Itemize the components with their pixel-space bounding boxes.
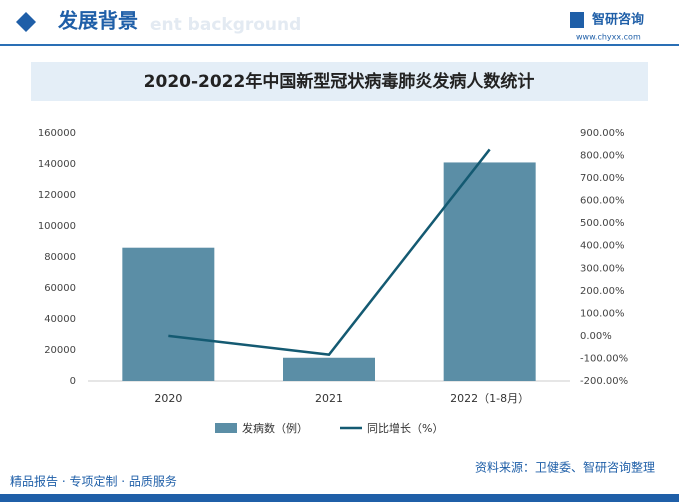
x-tick-label: 2022（1-8月） <box>450 392 529 405</box>
y2-tick-label: -100.00% <box>580 353 628 364</box>
y-tick-label: 60000 <box>44 283 76 294</box>
y-tick-label: 100000 <box>38 221 76 232</box>
y-tick-label: 80000 <box>44 252 76 263</box>
x-tick-label: 2020 <box>154 392 182 405</box>
bar <box>283 357 375 381</box>
header-subtitle: ent background <box>150 15 301 35</box>
y2-tick-label: 100.00% <box>580 308 625 319</box>
slogan: 精品报告 · 专项定制 · 品质服务 <box>10 474 177 489</box>
header-title: 发展背景 <box>57 9 138 33</box>
y2-tick-label: 500.00% <box>580 218 625 229</box>
y2-tick-label: -200.00% <box>580 376 628 387</box>
y2-tick-label: 300.00% <box>580 263 625 274</box>
chart-title: 2020-2022年中国新型冠状病毒肺炎发病人数统计 <box>144 71 535 92</box>
y2-tick-label: 0.00% <box>580 331 612 342</box>
y2-tick-label: 700.00% <box>580 173 625 184</box>
y-tick-label: 140000 <box>38 159 76 170</box>
header-rule <box>0 44 679 46</box>
site: www.chyxx.com <box>576 33 641 42</box>
y-tick-label: 20000 <box>44 345 76 356</box>
y2-tick-label: 200.00% <box>580 286 625 297</box>
line <box>168 148 491 356</box>
y-tick-label: 120000 <box>38 190 76 201</box>
title-box <box>31 62 648 101</box>
legend-swatch <box>215 423 237 433</box>
x-tick-label: 2021 <box>315 392 343 405</box>
footer-bar <box>0 494 679 502</box>
y2-tick-label: 800.00% <box>580 151 625 162</box>
bar <box>443 162 536 381</box>
header-icon <box>16 12 36 32</box>
y-tick-label: 40000 <box>44 314 76 325</box>
bar <box>122 247 215 381</box>
legend-label: 发病数（例） <box>242 421 308 435</box>
brand: 智研咨询 <box>592 12 644 28</box>
y2-tick-label: 600.00% <box>580 196 625 207</box>
legend-label: 同比增长（%） <box>367 421 443 435</box>
y-tick-label: 0 <box>70 376 76 387</box>
source: 资料来源：卫健委、智研咨询整理 <box>475 460 655 475</box>
y2-tick-label: 400.00% <box>580 241 625 252</box>
y-tick-label: 160000 <box>38 128 76 139</box>
y2-tick-label: 900.00% <box>580 128 625 139</box>
logo-icon <box>570 12 584 28</box>
